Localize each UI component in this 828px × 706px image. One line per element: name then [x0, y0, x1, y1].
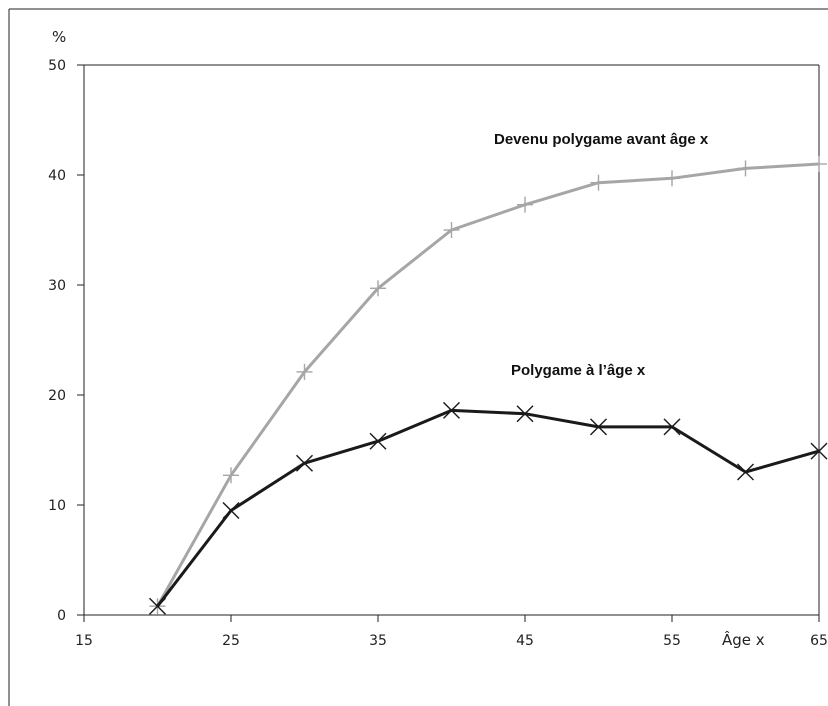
data-point-marker: [737, 463, 754, 481]
x-axis-ticks: 15 25 35 45 55 65: [75, 615, 828, 649]
series-layer: [149, 156, 828, 615]
data-point-marker: [811, 156, 827, 172]
data-point-marker: [370, 280, 386, 297]
data-point-marker: [222, 502, 240, 519]
series-line: [156, 162, 820, 607]
data-point-marker: [296, 454, 313, 472]
data-point-marker: [664, 170, 680, 187]
y-axis-unit-label: %: [52, 28, 66, 46]
data-point-marker: [590, 174, 607, 191]
x-tick-label: 25: [222, 633, 240, 649]
data-point-marker: [296, 363, 313, 380]
data-point-marker: [516, 405, 534, 423]
y-tick-label: 50: [48, 58, 66, 74]
x-tick-label: 35: [369, 633, 387, 649]
data-point-marker: [737, 160, 754, 177]
x-tick-label: 55: [663, 633, 681, 649]
x-tick-label: 65: [810, 633, 828, 649]
data-point-marker: [149, 597, 166, 615]
y-tick-label: 0: [57, 608, 66, 624]
y-tick-label: 20: [48, 388, 66, 404]
series-label-polygame-age: Polygame à l’âge x: [511, 362, 646, 379]
x-tick-label: 15: [75, 633, 93, 649]
y-tick-label: 30: [48, 278, 66, 294]
y-axis-ticks: 0 10 20 30 40 50: [48, 58, 84, 624]
series-0: [149, 156, 827, 615]
data-point-marker: [810, 442, 828, 460]
series-label-devenu-polygame: Devenu polygame avant âge x: [494, 131, 709, 148]
data-point-marker: [443, 401, 460, 419]
series-line: [156, 408, 820, 608]
data-point-marker: [590, 418, 607, 436]
y-tick-label: 10: [48, 498, 66, 514]
x-axis-label: Âge x: [722, 630, 765, 649]
y-tick-label: 40: [48, 168, 66, 184]
data-point-marker: [663, 418, 681, 436]
data-point-marker: [223, 467, 239, 484]
data-point-marker: [517, 196, 533, 213]
series-1: [149, 401, 828, 615]
data-point-marker: [369, 432, 387, 450]
data-point-marker: [443, 222, 460, 238]
x-tick-label: 45: [516, 633, 534, 649]
